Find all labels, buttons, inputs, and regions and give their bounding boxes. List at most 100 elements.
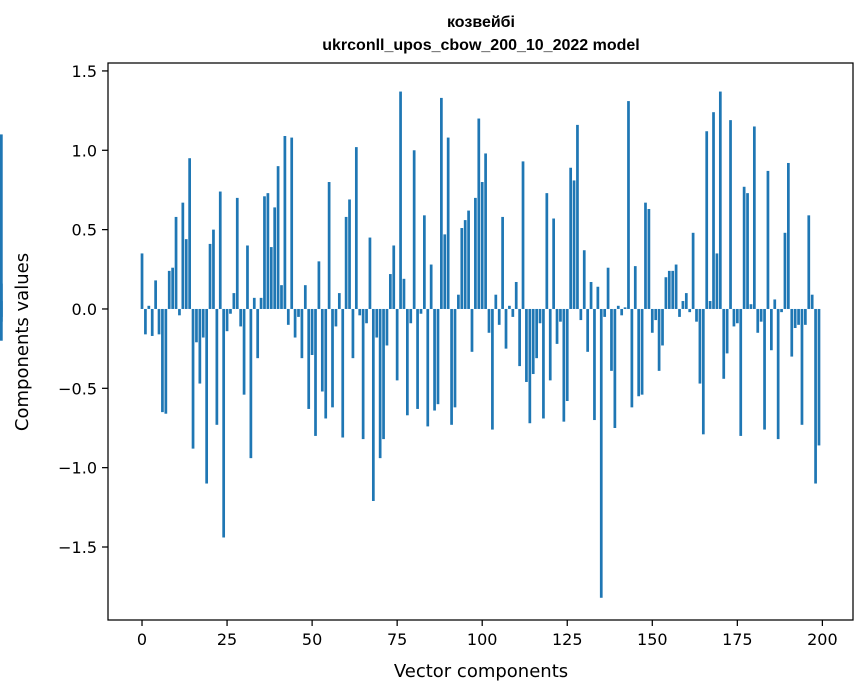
bar-120 [548, 308, 552, 381]
bar-184 [766, 170, 770, 309]
bar-157 [674, 264, 678, 309]
bar-112 [521, 161, 525, 309]
bar-67 [368, 237, 372, 309]
bar-140 [616, 305, 620, 309]
bars [0, 91, 821, 598]
bar-28 [235, 197, 239, 309]
bar-106 [501, 216, 504, 309]
bar-16 [195, 308, 198, 343]
bar-30 [242, 308, 246, 395]
bar-91 [450, 308, 453, 425]
bar-169 [715, 253, 719, 309]
y-tick-label: 0.0 [72, 300, 97, 319]
bar-29 [239, 308, 243, 327]
bar-147 [640, 308, 644, 395]
bar-11 [178, 308, 181, 316]
bar-104 [494, 294, 498, 309]
bar-178 [746, 193, 749, 309]
bar-15 [191, 308, 195, 449]
bar-149 [647, 208, 651, 309]
bar-141 [620, 308, 624, 316]
bar-45 [293, 308, 297, 338]
bar-133 [593, 308, 596, 421]
bar-13 [184, 239, 188, 309]
bar-175 [735, 308, 739, 324]
bar-52 [317, 261, 321, 309]
bar-7 [164, 308, 168, 414]
x-tick-label: 50 [302, 630, 322, 649]
bar-135 [599, 308, 603, 598]
bar-137 [606, 267, 610, 309]
bar-163 [695, 308, 698, 322]
bar-63 [354, 147, 358, 309]
bar-145 [633, 266, 637, 309]
bar-190 [787, 162, 790, 309]
bar-182 [759, 308, 763, 322]
bar-86 [433, 308, 436, 411]
bar-110 [514, 281, 518, 309]
bar-192 [793, 308, 797, 329]
bar-undefined [0, 134, 3, 309]
bar-55 [327, 182, 331, 309]
bar-180 [752, 126, 756, 309]
bar-34 [256, 308, 260, 359]
bar-105 [497, 308, 501, 325]
bar-199 [817, 308, 821, 446]
bar-33 [252, 297, 256, 309]
x-tick-label: 125 [552, 630, 583, 649]
bar-114 [528, 308, 532, 424]
bar-153 [661, 308, 664, 346]
bar-107 [504, 308, 508, 349]
y-tick-label: −1.0 [58, 459, 97, 478]
bar-90 [446, 137, 450, 309]
bar-79 [409, 308, 413, 324]
bar-186 [773, 299, 777, 309]
bar-88 [440, 97, 443, 309]
bar-84 [426, 308, 430, 427]
bar-111 [518, 308, 521, 367]
bar-31 [246, 245, 249, 309]
bar-46 [297, 308, 300, 317]
bar-166 [705, 131, 709, 309]
bar-6 [161, 308, 164, 413]
bar-18 [201, 308, 205, 338]
bar-143 [627, 101, 630, 309]
bar-193 [797, 308, 800, 325]
bar-32 [249, 308, 253, 459]
bar-138 [610, 308, 613, 371]
bar-74 [392, 245, 396, 309]
bar-95 [463, 220, 467, 309]
bar-191 [790, 308, 794, 357]
bar-96 [467, 210, 470, 309]
y-tick-label: 0.5 [72, 221, 97, 240]
bar-121 [552, 218, 555, 309]
bar-83 [423, 215, 426, 309]
bar-87 [436, 308, 440, 405]
bar-119 [545, 193, 549, 309]
bar-41 [280, 285, 283, 309]
bar-183 [763, 308, 766, 430]
bar-173 [729, 120, 732, 309]
bar-188 [780, 308, 783, 313]
y-tick-label: −0.5 [58, 379, 97, 398]
bar-189 [783, 232, 787, 309]
bar-64 [358, 308, 362, 316]
bar-2 [147, 305, 151, 309]
y-tick-label: 1.0 [72, 141, 97, 160]
bar-155 [667, 270, 671, 309]
bar-117 [538, 308, 542, 324]
x-tick-label: 0 [137, 630, 147, 649]
bar-4 [154, 280, 157, 309]
bar-77 [402, 278, 406, 309]
bar-72 [385, 308, 389, 346]
bar-5 [157, 308, 161, 335]
bar-undefined [0, 283, 3, 309]
y-tick-label: 1.5 [72, 62, 97, 81]
bar-93 [457, 294, 460, 309]
bar-136 [603, 308, 607, 317]
bar-102 [487, 308, 491, 333]
bar-47 [300, 308, 304, 359]
bar-68 [371, 308, 375, 501]
bar-69 [375, 308, 379, 338]
